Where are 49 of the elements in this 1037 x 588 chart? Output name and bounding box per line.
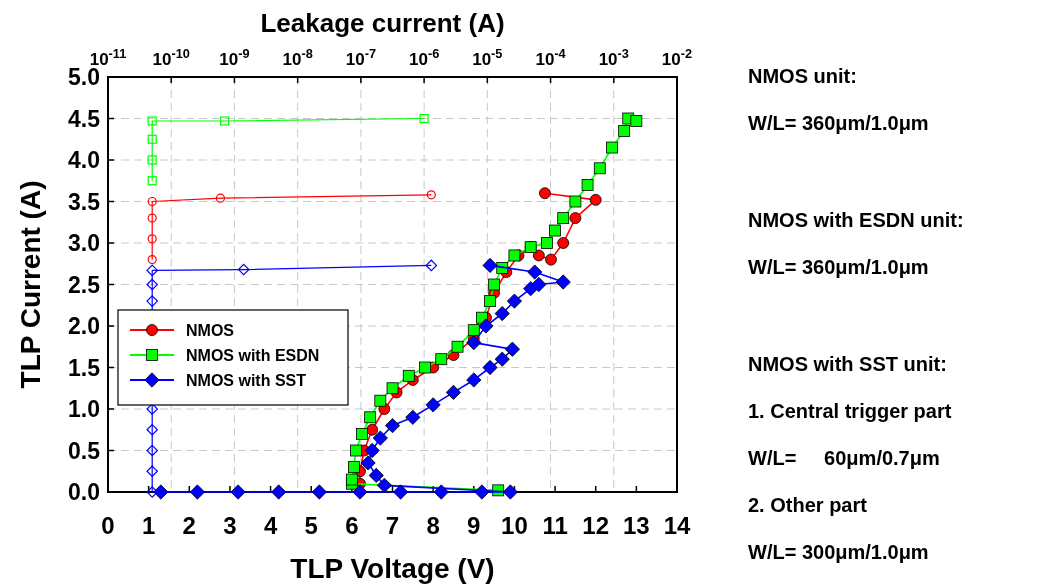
legend-label: NMOS with SST xyxy=(186,372,307,389)
text: NMOS unit: xyxy=(748,65,857,87)
x2-axis-title: Leakage current (A) xyxy=(260,8,505,38)
x-tick-label: 7 xyxy=(385,512,400,539)
legend-label: NMOS xyxy=(186,322,235,339)
x2-tick-label: 10$^{-2}$ xyxy=(661,45,693,69)
x-tick-label: 10 xyxy=(501,512,528,539)
x2-tick-label: 10$^{-10}$ xyxy=(152,45,190,69)
text: 2. Other part xyxy=(748,494,868,516)
x-tick-label: 12 xyxy=(582,512,610,539)
text: 1. Central trigger part xyxy=(748,400,952,422)
y-tick-label: 2.0 xyxy=(68,313,100,339)
y-tick-label: 0.0 xyxy=(68,479,100,505)
x-tick-label: 6 xyxy=(345,512,359,539)
x-tick-label: 2 xyxy=(182,512,196,539)
y-tick-label: 1.0 xyxy=(68,396,100,422)
text: NMOS with ESDN unit: xyxy=(748,209,964,231)
y-tick-label: 1.5 xyxy=(68,354,101,381)
x2-tick-label: 10$^{-5}$ xyxy=(472,45,503,69)
text: NMOS with SST unit: xyxy=(748,353,947,375)
x2-tick-label: 10$^{-9}$ xyxy=(219,45,250,69)
x-tick-label: 11 xyxy=(542,512,568,539)
x-tick-label: 0 xyxy=(101,512,115,539)
x-tick-label: 1 xyxy=(141,512,156,539)
x2-tick-label: 10$^{-6}$ xyxy=(408,45,440,69)
x-tick-label: 14 xyxy=(663,512,691,539)
x2-tick-label: 10$^{-8}$ xyxy=(282,45,313,69)
x-axis-title: TLP Voltage (V) xyxy=(290,553,495,584)
y-tick-label: 3.0 xyxy=(68,230,100,256)
y-tick-label: 4.0 xyxy=(68,147,100,173)
y-tick-label: 0.5 xyxy=(68,437,101,464)
y-tick-label: 2.5 xyxy=(68,271,101,298)
y-tick-label: 3.5 xyxy=(68,188,101,215)
x-tick-label: 5 xyxy=(304,512,318,539)
x-tick-label: 8 xyxy=(426,512,440,539)
text: W/L= 360μm/1.0μm xyxy=(748,256,929,278)
text: W/L= 360μm/1.0μm xyxy=(748,112,929,134)
x2-tick-label: 10$^{-4}$ xyxy=(535,45,567,69)
y-tick-label: 4.5 xyxy=(68,105,101,132)
x2-tick-label: 10$^{-7}$ xyxy=(345,45,377,69)
y-axis-title: TLP Current (A) xyxy=(15,180,46,389)
x2-tick-label: 10$^{-3}$ xyxy=(598,45,629,69)
legend-label: NMOS with ESDN xyxy=(186,347,320,364)
text: W/L= 300μm/1.0μm xyxy=(748,541,929,563)
x-tick-label: 13 xyxy=(623,512,650,539)
x-tick-label: 3 xyxy=(223,512,237,539)
text: W/L= 60μm/0.7μm xyxy=(748,447,940,469)
x-tick-label: 4 xyxy=(263,512,278,539)
x-tick-label: 9 xyxy=(467,512,481,539)
